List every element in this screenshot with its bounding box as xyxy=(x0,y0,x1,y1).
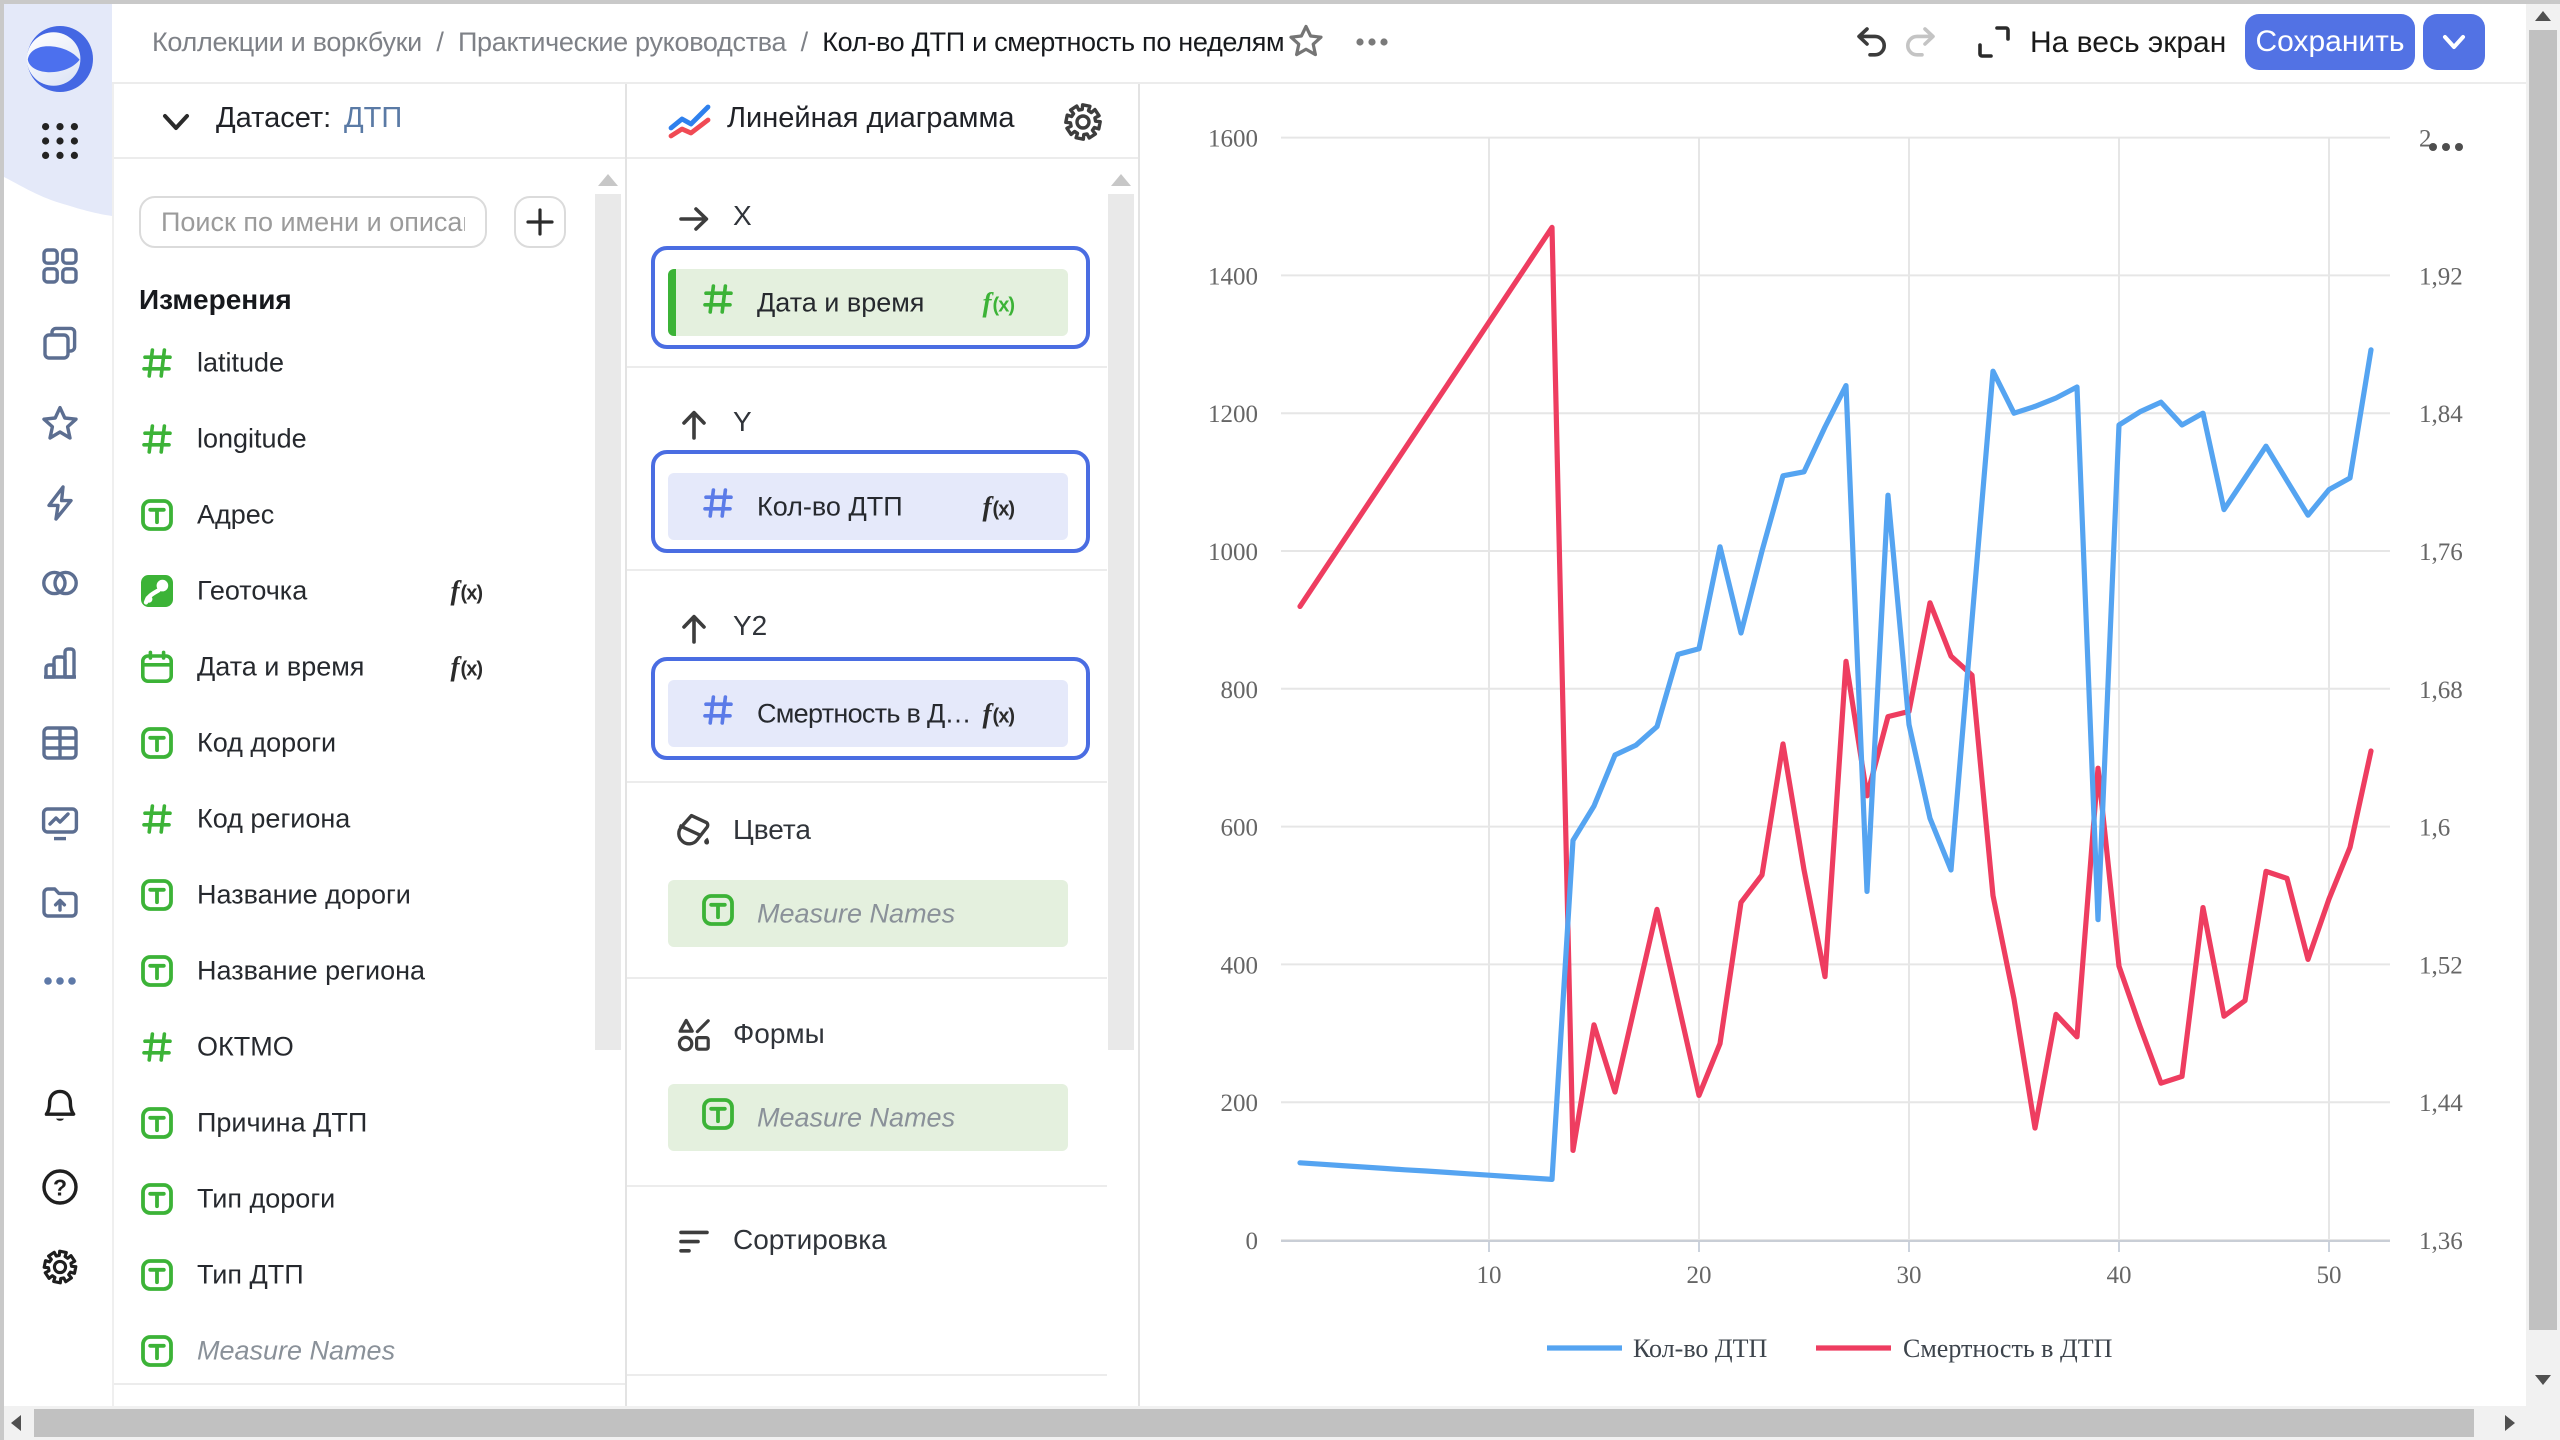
svg-text:1000: 1000 xyxy=(1208,539,1258,566)
svg-text:1600: 1600 xyxy=(1208,126,1258,153)
svg-text:1,6: 1,6 xyxy=(2419,815,2450,842)
svg-text:Смертность в ДТП: Смертность в ДТП xyxy=(1903,1334,2113,1363)
svg-text:0: 0 xyxy=(1246,1228,1259,1255)
svg-text:1,76: 1,76 xyxy=(2419,539,2463,566)
svg-text:1,44: 1,44 xyxy=(2419,1090,2463,1117)
svg-text:400: 400 xyxy=(1221,952,1259,979)
svg-text:2: 2 xyxy=(2419,126,2432,153)
svg-text:Кол-во ДТП: Кол-во ДТП xyxy=(1633,1334,1768,1363)
svg-text:50: 50 xyxy=(2317,1262,2342,1289)
svg-text:1200: 1200 xyxy=(1208,401,1258,428)
svg-text:1,52: 1,52 xyxy=(2419,952,2463,979)
svg-text:40: 40 xyxy=(2107,1262,2132,1289)
svg-text:800: 800 xyxy=(1221,677,1259,704)
svg-text:1,68: 1,68 xyxy=(2419,677,2463,704)
svg-text:1,36: 1,36 xyxy=(2419,1228,2463,1255)
svg-text:20: 20 xyxy=(1687,1262,1712,1289)
svg-text:1400: 1400 xyxy=(1208,263,1258,290)
svg-text:1,92: 1,92 xyxy=(2419,263,2463,290)
svg-text:?: ? xyxy=(53,1174,67,1200)
svg-text:1,84: 1,84 xyxy=(2419,401,2463,428)
svg-text:600: 600 xyxy=(1221,815,1259,842)
svg-text:200: 200 xyxy=(1221,1090,1259,1117)
svg-text:30: 30 xyxy=(1897,1262,1922,1289)
svg-text:10: 10 xyxy=(1477,1262,1502,1289)
